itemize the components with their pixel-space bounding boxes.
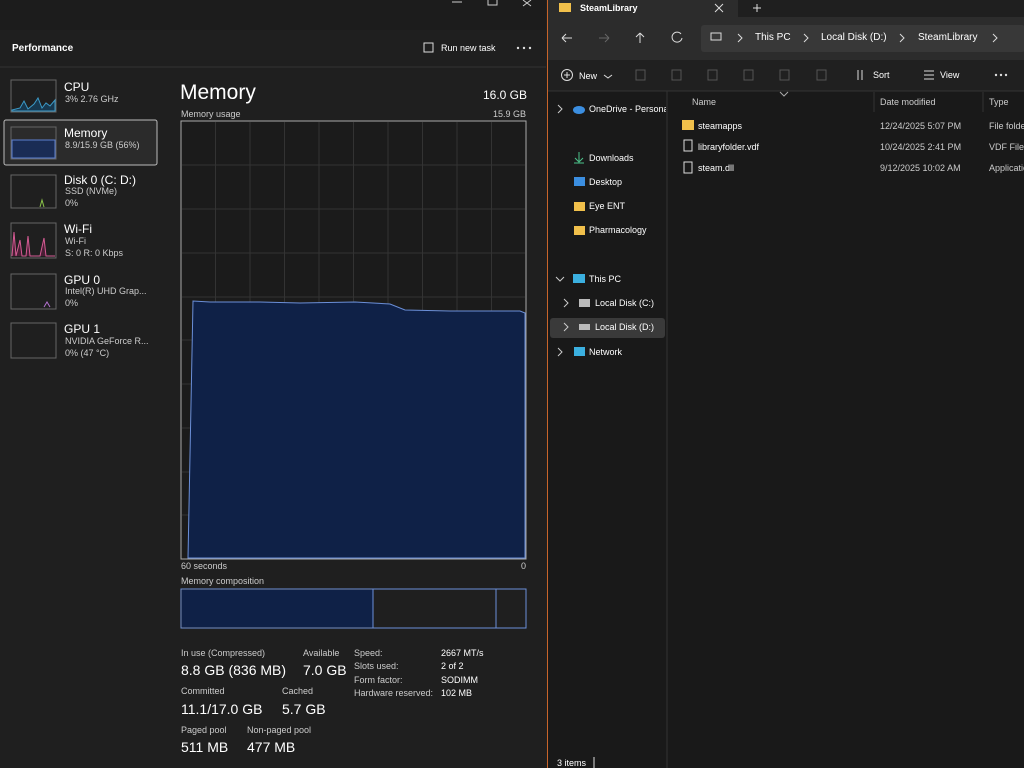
column-header[interactable]: Name xyxy=(692,97,717,107)
run-task-button[interactable]: Run new task xyxy=(441,43,496,53)
file-explorer: SteamLibrary This PC Local Disk (D:) Ste… xyxy=(547,0,1024,768)
sidebar-item[interactable]: Disk 0 (C: D:) xyxy=(64,173,136,187)
detail-label: Slots used: xyxy=(354,661,399,671)
sidebar-detail: 3% 2.76 GHz xyxy=(65,94,119,104)
file-date: 12/24/2025 5:07 PM xyxy=(880,121,962,131)
stat-label: Non-paged pool xyxy=(247,725,312,735)
stat-label: Committed xyxy=(181,686,225,696)
detail-label: Speed: xyxy=(354,648,383,658)
sidebar-item[interactable]: CPU xyxy=(64,80,90,94)
sidebar-detail: Wi-Fi xyxy=(65,236,86,246)
sidebar-detail: NVIDIA GeForce R... xyxy=(65,336,149,346)
sidebar-item[interactable]: GPU 0 xyxy=(64,273,101,287)
file-name[interactable]: libraryfolder.vdf xyxy=(698,142,760,152)
graph-axis-start: 60 seconds xyxy=(181,561,228,571)
task-manager: Performance Run new task CPU 3% 2.76 GHz… xyxy=(0,0,546,755)
sidebar-detail: 0% xyxy=(65,198,79,208)
sidebar-item[interactable]: Wi-Fi xyxy=(64,222,92,236)
file-type: File folde xyxy=(989,121,1024,131)
sidebar-detail: S: 0 R: 0 Kbps xyxy=(65,248,124,258)
graph-max: 15.9 GB xyxy=(492,109,526,119)
stat-value: 477 MB xyxy=(247,739,296,755)
sidebar-item[interactable]: Memory xyxy=(64,126,108,140)
stat-value: 11.1/17.0 GB xyxy=(181,701,263,717)
nav-item[interactable]: Local Disk (C:) xyxy=(595,298,655,308)
file-type: VDF File xyxy=(989,142,1024,152)
file-date: 9/12/2025 10:02 AM xyxy=(880,163,961,173)
file-name[interactable]: steamapps xyxy=(698,121,743,131)
memory-title: Memory xyxy=(180,81,256,104)
nav-item[interactable]: Pharmacology xyxy=(589,225,647,235)
tab-title[interactable]: SteamLibrary xyxy=(580,3,638,13)
file-name[interactable]: steam.dll xyxy=(698,163,735,173)
sort-button[interactable]: Sort xyxy=(873,70,890,80)
page-title: Performance xyxy=(12,43,74,54)
file-type: Applicatio xyxy=(989,163,1024,173)
breadcrumb[interactable]: SteamLibrary xyxy=(918,32,978,43)
stat-label: Paged pool xyxy=(181,725,227,735)
stat-value: 511 MB xyxy=(181,739,229,755)
explorer-graphics xyxy=(548,0,1024,768)
column-header[interactable]: Type xyxy=(989,97,1009,107)
breadcrumb[interactable]: Local Disk (D:) xyxy=(821,32,887,43)
nav-item[interactable]: Downloads xyxy=(589,153,634,163)
status-bar: 3 items xyxy=(557,758,587,768)
sidebar-detail: 0% xyxy=(65,298,79,308)
graph-label: Memory usage xyxy=(181,109,241,119)
stat-label: Cached xyxy=(282,686,314,696)
nav-item[interactable]: Desktop xyxy=(589,177,623,187)
sidebar-detail: SSD (NVMe) xyxy=(65,186,118,196)
graph-axis-end: 0 xyxy=(520,561,526,571)
stat-value: 8.8 GB (836 MB) xyxy=(181,662,287,678)
stat-value: 7.0 GB xyxy=(303,662,347,678)
nav-item[interactable]: Network xyxy=(589,347,623,357)
breadcrumb[interactable]: This PC xyxy=(755,32,791,43)
composition-label: Memory composition xyxy=(181,576,265,586)
sidebar-detail: 8.9/15.9 GB (56%) xyxy=(65,140,140,150)
sidebar-detail: 0% (47 °C) xyxy=(65,348,110,358)
sidebar-item[interactable]: GPU 1 xyxy=(64,322,101,336)
stat-label: In use (Compressed) xyxy=(181,648,266,658)
stat-label: Available xyxy=(303,648,340,658)
nav-item[interactable]: This PC xyxy=(589,274,622,284)
detail-value: 2 of 2 xyxy=(441,661,464,671)
detail-label: Form factor: xyxy=(354,675,403,685)
new-button[interactable]: New xyxy=(579,71,598,81)
nav-item[interactable]: OneDrive - Persona xyxy=(589,105,666,114)
memory-total: 16.0 GB xyxy=(482,88,527,102)
nav-item[interactable]: Local Disk (D:) xyxy=(595,322,655,332)
nav-item[interactable]: Eye ENT xyxy=(589,201,626,211)
detail-value: 2667 MT/s xyxy=(441,648,484,658)
file-date: 10/24/2025 2:41 PM xyxy=(880,142,962,152)
column-header[interactable]: Date modified xyxy=(880,97,936,107)
detail-value: 102 MB xyxy=(441,688,473,698)
view-button[interactable]: View xyxy=(940,70,960,80)
sidebar-detail: Intel(R) UHD Grap... xyxy=(65,286,147,296)
stat-value: 5.7 GB xyxy=(282,701,326,717)
detail-label: Hardware reserved: xyxy=(354,688,434,698)
task-manager-graphics xyxy=(0,0,546,629)
detail-value: SODIMM xyxy=(441,675,478,685)
